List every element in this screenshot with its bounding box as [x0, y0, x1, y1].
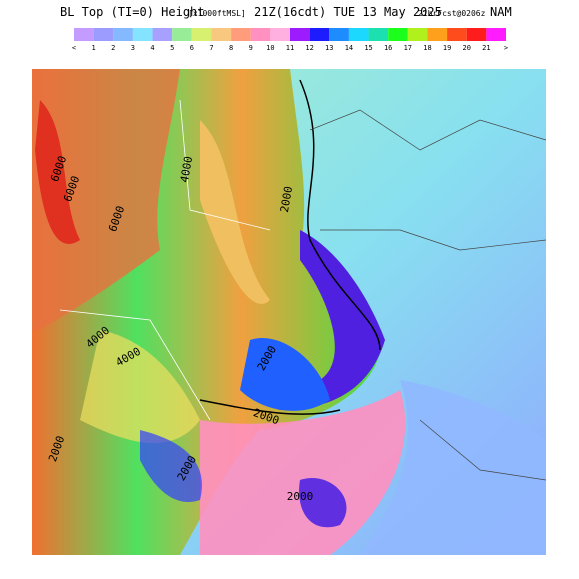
colorbar-label: 19 [443, 44, 451, 52]
colorbar-swatch [368, 28, 389, 41]
valid-time: 21Z(16cdt) TUE 13 May 2025 [254, 5, 442, 19]
colorbar-swatch [290, 28, 310, 41]
colorbar-label: 20 [463, 44, 471, 52]
colorbar-swatch [191, 28, 212, 41]
forecast: 21hrFcst@0206z [418, 9, 486, 18]
colorbar-swatch [329, 28, 349, 41]
colorbar-swatch [486, 28, 506, 41]
colorbar-swatch [93, 28, 114, 41]
colorbar-label: 15 [364, 44, 372, 52]
contour-label: 2000 [278, 185, 295, 213]
colorbar-label: 12 [305, 44, 313, 52]
colorbar-label: 8 [229, 44, 233, 52]
colorbar-swatch [250, 28, 271, 41]
colorbar-label: 9 [249, 44, 253, 52]
colorbar: <1 2 3 4 5 6 7 8 9 10 11 12 13 14 15 16 17 18 19 20 21 > [72, 28, 508, 52]
colorbar-swatch [211, 28, 232, 41]
title: BL Top (TI=0) Height [60, 5, 205, 19]
colorbar-swatch [152, 28, 173, 41]
colorbar-label: 14 [345, 44, 353, 52]
colorbar-label: 13 [325, 44, 333, 52]
colorbar-swatch [427, 28, 448, 41]
colorbar-label: > [504, 44, 508, 52]
colorbar-label: 17 [404, 44, 412, 52]
colorbar-label: 11 [286, 44, 294, 52]
colorbar-swatch [113, 28, 133, 41]
colorbar-swatch [74, 28, 94, 41]
colorbar-label: 10 [266, 44, 274, 52]
colorbar-label: 21 [482, 44, 490, 52]
colorbar-label: 2 [111, 44, 115, 52]
colorbar-label: 1 [92, 44, 96, 52]
colorbar-label: 5 [170, 44, 174, 52]
colorbar-label: 18 [423, 44, 431, 52]
map [32, 69, 547, 555]
colorbar-label: 6 [190, 44, 194, 52]
contour-label: 4000 [178, 155, 195, 183]
colorbar-swatch [388, 28, 408, 41]
colorbar-swatch [231, 28, 251, 41]
colorbar-swatch [172, 28, 192, 41]
colorbar-label: < [72, 44, 76, 52]
units: [x1000ftMSL] [188, 9, 246, 18]
colorbar-swatch [466, 28, 487, 41]
colorbar-swatch [447, 28, 467, 41]
colorbar-label: 7 [209, 44, 213, 52]
model: NAM [490, 5, 512, 19]
colorbar-swatch [348, 28, 369, 41]
colorbar-swatch [309, 28, 330, 41]
colorbar-label: 16 [384, 44, 392, 52]
colorbar-swatch [132, 28, 153, 41]
contour-label: 2000 [287, 490, 314, 503]
colorbar-label: 4 [150, 44, 154, 52]
colorbar-label: 3 [131, 44, 135, 52]
colorbar-swatch [270, 28, 290, 41]
colorbar-swatch [407, 28, 428, 41]
